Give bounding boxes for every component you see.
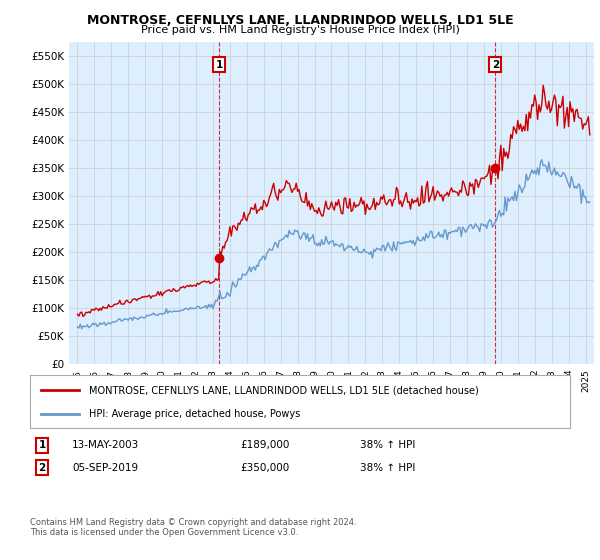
Text: Contains HM Land Registry data © Crown copyright and database right 2024.
This d: Contains HM Land Registry data © Crown c… [30,518,356,538]
Text: 1: 1 [38,440,46,450]
Text: £189,000: £189,000 [240,440,289,450]
Text: 2: 2 [38,463,46,473]
Text: 2: 2 [491,59,499,69]
Text: 05-SEP-2019: 05-SEP-2019 [72,463,138,473]
Text: HPI: Average price, detached house, Powys: HPI: Average price, detached house, Powy… [89,408,301,418]
Text: 1: 1 [215,59,223,69]
Text: Price paid vs. HM Land Registry's House Price Index (HPI): Price paid vs. HM Land Registry's House … [140,25,460,35]
Text: MONTROSE, CEFNLLYS LANE, LLANDRINDOD WELLS, LD1 5LE: MONTROSE, CEFNLLYS LANE, LLANDRINDOD WEL… [86,14,514,27]
Text: 38% ↑ HPI: 38% ↑ HPI [360,463,415,473]
Text: £350,000: £350,000 [240,463,289,473]
Text: 13-MAY-2003: 13-MAY-2003 [72,440,139,450]
Text: MONTROSE, CEFNLLYS LANE, LLANDRINDOD WELLS, LD1 5LE (detached house): MONTROSE, CEFNLLYS LANE, LLANDRINDOD WEL… [89,385,479,395]
Text: 38% ↑ HPI: 38% ↑ HPI [360,440,415,450]
